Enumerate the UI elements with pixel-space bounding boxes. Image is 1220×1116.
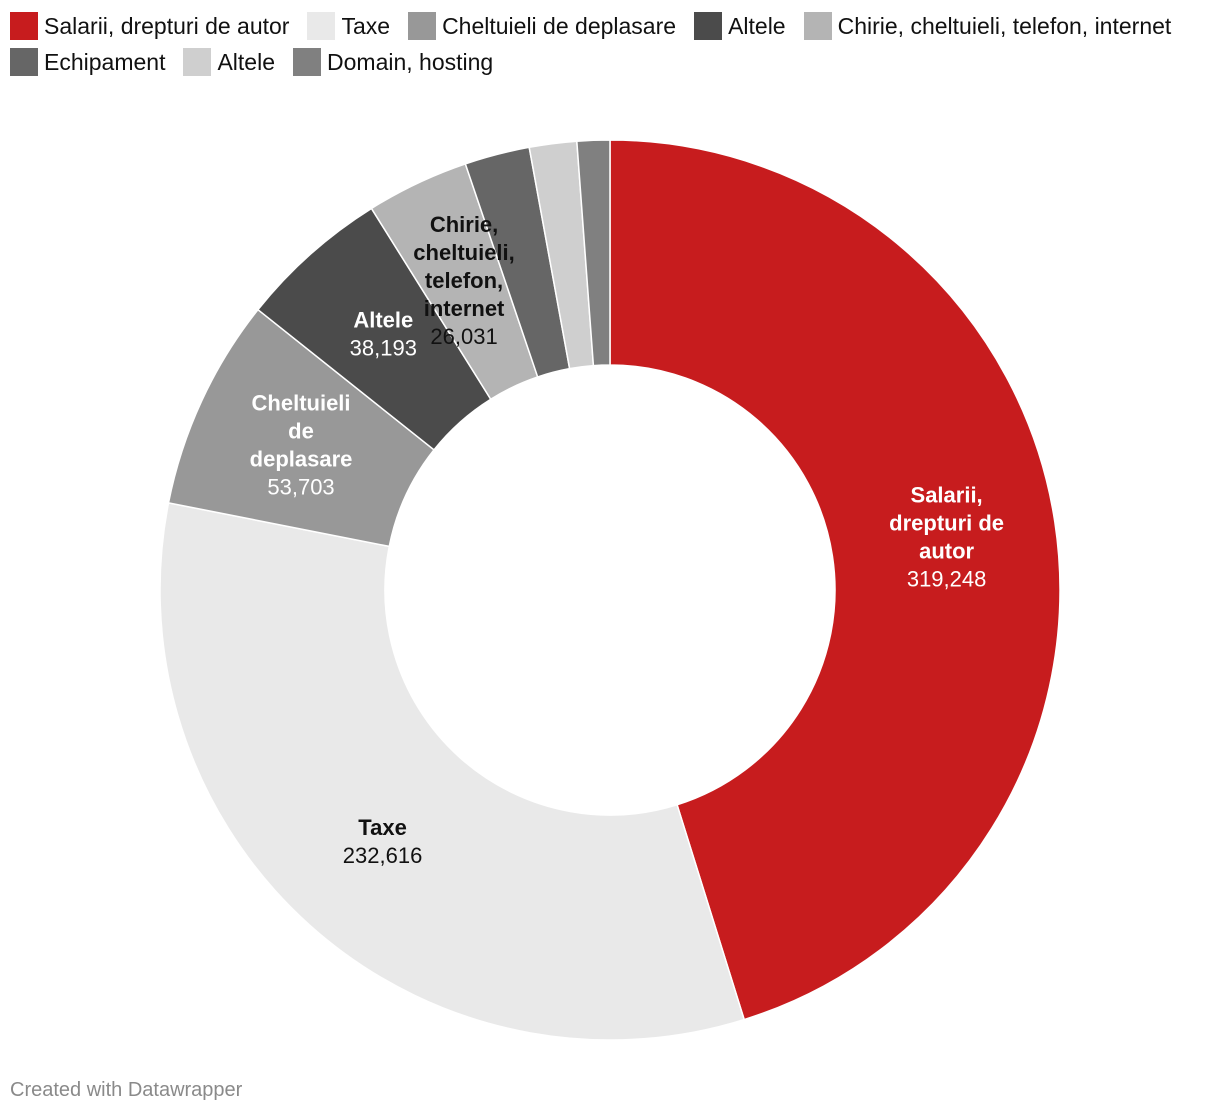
legend-swatch	[803, 12, 832, 40]
slice-label: Taxe	[358, 815, 407, 840]
legend-item: Cheltuieli de deplasare	[408, 8, 676, 44]
slice-value-label: 38,193	[350, 336, 417, 361]
slice-label: cheltuieli,	[413, 240, 514, 265]
legend-item: Domain, hosting	[293, 44, 493, 80]
slice-label: de	[288, 419, 314, 444]
slice-label: deplasare	[250, 447, 353, 472]
legend-swatch	[293, 48, 322, 76]
slice-label: Altele	[353, 308, 413, 333]
legend-label: Altele	[728, 13, 786, 39]
slice-value-label: 232,616	[343, 843, 423, 868]
legend-swatch	[10, 12, 38, 40]
slice-label: telefon,	[425, 268, 503, 293]
pie-slice	[159, 501, 746, 1041]
slice-label: internet	[424, 296, 505, 321]
legend-item: Altele	[694, 8, 786, 44]
slice-value-label: 26,031	[430, 324, 497, 349]
slice-label: autor	[919, 538, 974, 563]
legend-swatch	[10, 48, 38, 76]
slice-label: Salarii,	[911, 482, 983, 507]
legend-swatch	[183, 48, 212, 76]
legend-item: Echipament	[10, 44, 165, 80]
legend-item: Taxe	[307, 8, 390, 44]
legend-label: Echipament	[44, 49, 166, 75]
footer-credit: Created with Datawrapper	[10, 1079, 243, 1101]
legend-label: Chirie, cheltuieli, telefon, internet	[837, 13, 1172, 39]
slice-value-label: 53,703	[267, 475, 334, 500]
legend-swatch	[307, 12, 336, 40]
pie-slice	[609, 139, 1061, 1021]
legend-label: Salarii, drepturi de autor	[44, 13, 290, 39]
legend: Salarii, drepturi de autor Taxe Cheltuieli…	[10, 8, 1200, 80]
slice-label: drepturi de	[889, 510, 1004, 535]
legend-label: Cheltuieli de deplasare	[442, 13, 677, 39]
slice-value-label: 319,248	[907, 566, 987, 591]
slice-label: Chirie,	[430, 212, 498, 237]
legend-swatch	[408, 12, 437, 40]
pie-slice	[576, 139, 611, 367]
legend-item: Salarii, drepturi de autor	[10, 8, 289, 44]
legend-item: Altele	[183, 44, 275, 80]
legend-label: Domain, hosting	[327, 49, 494, 75]
legend-label: Altele	[217, 49, 276, 75]
legend-swatch	[694, 12, 723, 40]
legend-item: Chirie, cheltuieli, telefon, internet	[803, 8, 1172, 44]
legend-label: Taxe	[341, 13, 391, 39]
slice-label: Cheltuieli	[252, 391, 351, 416]
